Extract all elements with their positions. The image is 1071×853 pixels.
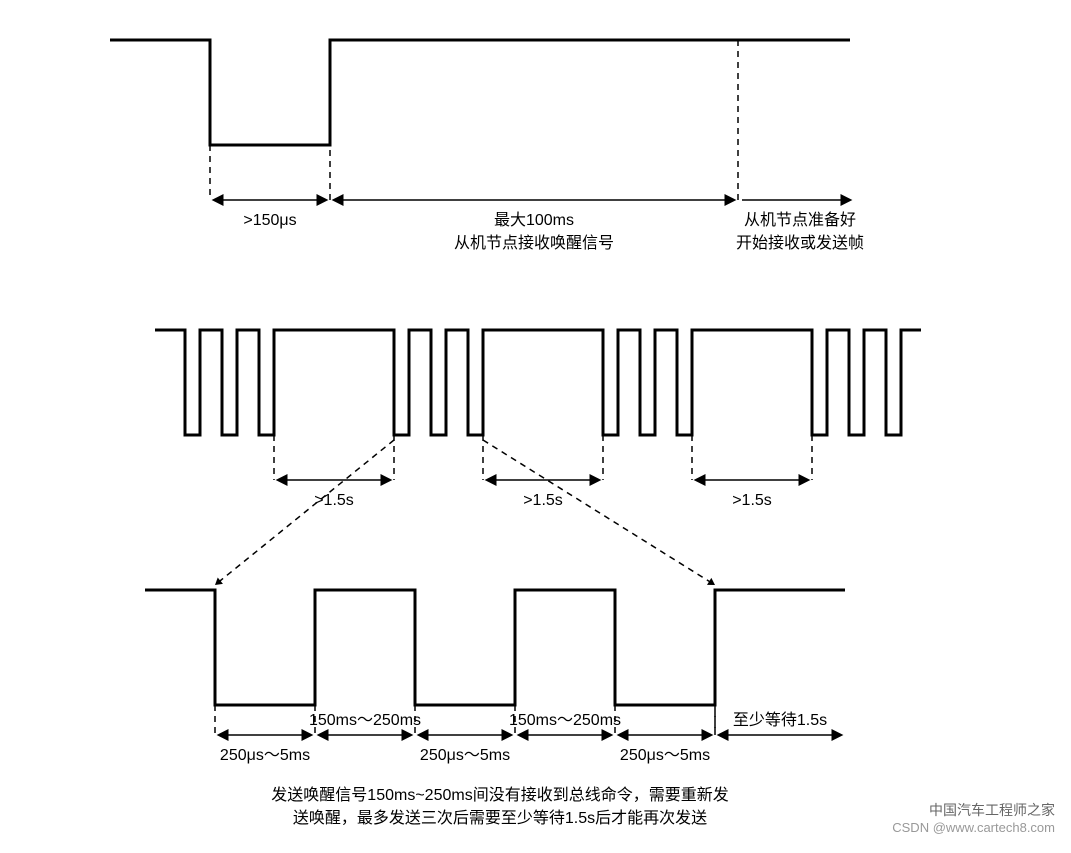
d2-dims: >1.5s >1.5s >1.5s xyxy=(274,435,812,509)
diagram2: >1.5s >1.5s >1.5s xyxy=(155,330,921,509)
interval-label-2: 从机节点接收唤醒信号 xyxy=(454,234,614,252)
timing-diagram: >150μs 最大100ms 从机节点接收唤醒信号 从机节点准备好 开始接收或发… xyxy=(0,0,1071,853)
svg-text:150ms～250ms: 150ms～250ms xyxy=(509,712,621,729)
svg-text:250μs～5ms: 250μs～5ms xyxy=(220,747,310,764)
interval-label-1: 最大100ms xyxy=(494,211,574,229)
right-label-2: 开始接收或发送帧 xyxy=(736,234,864,252)
gap-label: >1.5s xyxy=(732,492,772,509)
right-label-1: 从机节点准备好 xyxy=(744,211,856,229)
svg-text:至少等待1.5s: 至少等待1.5s xyxy=(733,711,827,729)
d3-dims: 250μs～5ms 250μs～5ms 250μs～5ms 150ms～250ms 15… xyxy=(215,590,841,764)
note-1: 发送唤醒信号150ms~250ms间没有接收到总线命令，需要重新发 xyxy=(271,786,728,804)
gap-label: >1.5s xyxy=(314,492,354,509)
note-2: 送唤醒，最多发送三次后需要至少等待1.5s后才能再次发送 xyxy=(293,809,707,827)
svg-text:150ms～250ms: 150ms～250ms xyxy=(309,712,421,729)
diagram1: >150μs 最大100ms 从机节点接收唤醒信号 从机节点准备好 开始接收或发… xyxy=(110,40,864,252)
gap-label: >1.5s xyxy=(523,492,563,509)
watermark-1: 中国汽车工程师之家 xyxy=(929,802,1055,819)
signal-1 xyxy=(110,40,850,145)
signal-2 xyxy=(155,330,921,435)
svg-text:250μs～5ms: 250μs～5ms xyxy=(620,747,710,764)
zoom-line-left xyxy=(215,440,394,585)
watermark-2: CSDN @www.cartech8.com xyxy=(892,820,1055,835)
zoom-line-right xyxy=(483,440,715,585)
signal-3 xyxy=(145,590,845,705)
svg-text:250μs～5ms: 250μs～5ms xyxy=(420,747,510,764)
pulse-label: >150μs xyxy=(243,212,296,229)
